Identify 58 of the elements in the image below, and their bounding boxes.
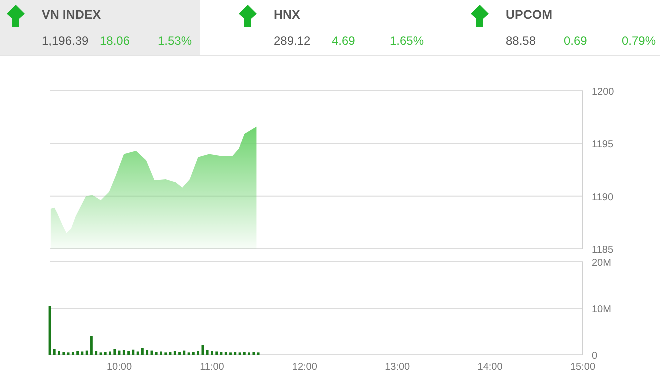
text: 0.69: [564, 34, 588, 48]
bar: [53, 349, 56, 355]
bar: [76, 351, 80, 355]
bar: [72, 352, 74, 355]
bar: [90, 336, 93, 355]
y-tick-label: 0: [592, 351, 598, 362]
text: VN INDEX: [42, 8, 102, 22]
bar: [136, 352, 140, 355]
y-tick-label: 1200: [592, 87, 615, 98]
x-tick-label: 13:00: [385, 362, 411, 373]
text: 0.79%: [622, 34, 656, 48]
bar: [234, 352, 237, 355]
bar: [132, 350, 135, 355]
text: 4.69: [332, 34, 356, 48]
bar: [155, 352, 158, 355]
bar: [211, 351, 214, 355]
y-tick-label: 10M: [592, 304, 612, 316]
bar: [114, 349, 116, 355]
text: UPCOM: [506, 8, 553, 22]
bar: [183, 350, 186, 355]
text: 1.65%: [390, 34, 424, 48]
bar: [128, 351, 130, 355]
bar: [202, 345, 204, 355]
text: 1.53%: [158, 34, 192, 48]
bar: [146, 350, 149, 355]
y-tick-label: 1195: [592, 140, 614, 151]
bar: [243, 352, 246, 355]
bar: [81, 352, 84, 355]
bar: [192, 352, 195, 355]
bar: [141, 348, 144, 355]
x-tick-label: 14:00: [478, 362, 504, 373]
bar: [86, 350, 88, 355]
y-tick-label: 1185: [592, 245, 614, 256]
bar: [58, 351, 60, 355]
x-tick-label: 15:00: [570, 362, 596, 373]
bar: [224, 352, 228, 355]
text: 289.12: [274, 34, 312, 48]
bar: [62, 352, 66, 355]
bar: [252, 352, 256, 355]
text: 1,196.39: [42, 34, 90, 48]
bar: [216, 352, 218, 355]
bar: [197, 351, 200, 355]
y-tick-label: 1190: [592, 192, 614, 204]
bar: [109, 352, 112, 355]
bar: [104, 352, 107, 355]
text: 18.06: [100, 34, 130, 48]
text: HNX: [274, 8, 302, 22]
x-tick-label: 11:00: [200, 362, 225, 373]
y-tick-label: 20M: [592, 258, 612, 269]
x-tick-label: 12:00: [292, 362, 318, 373]
bar: [174, 351, 176, 355]
bar: [95, 351, 98, 355]
x-tick-label: 10:00: [107, 362, 132, 373]
bar: [122, 350, 126, 355]
bar: [206, 350, 209, 355]
text: 88.58: [506, 34, 536, 48]
bar: [178, 352, 181, 355]
bar: [160, 352, 162, 355]
